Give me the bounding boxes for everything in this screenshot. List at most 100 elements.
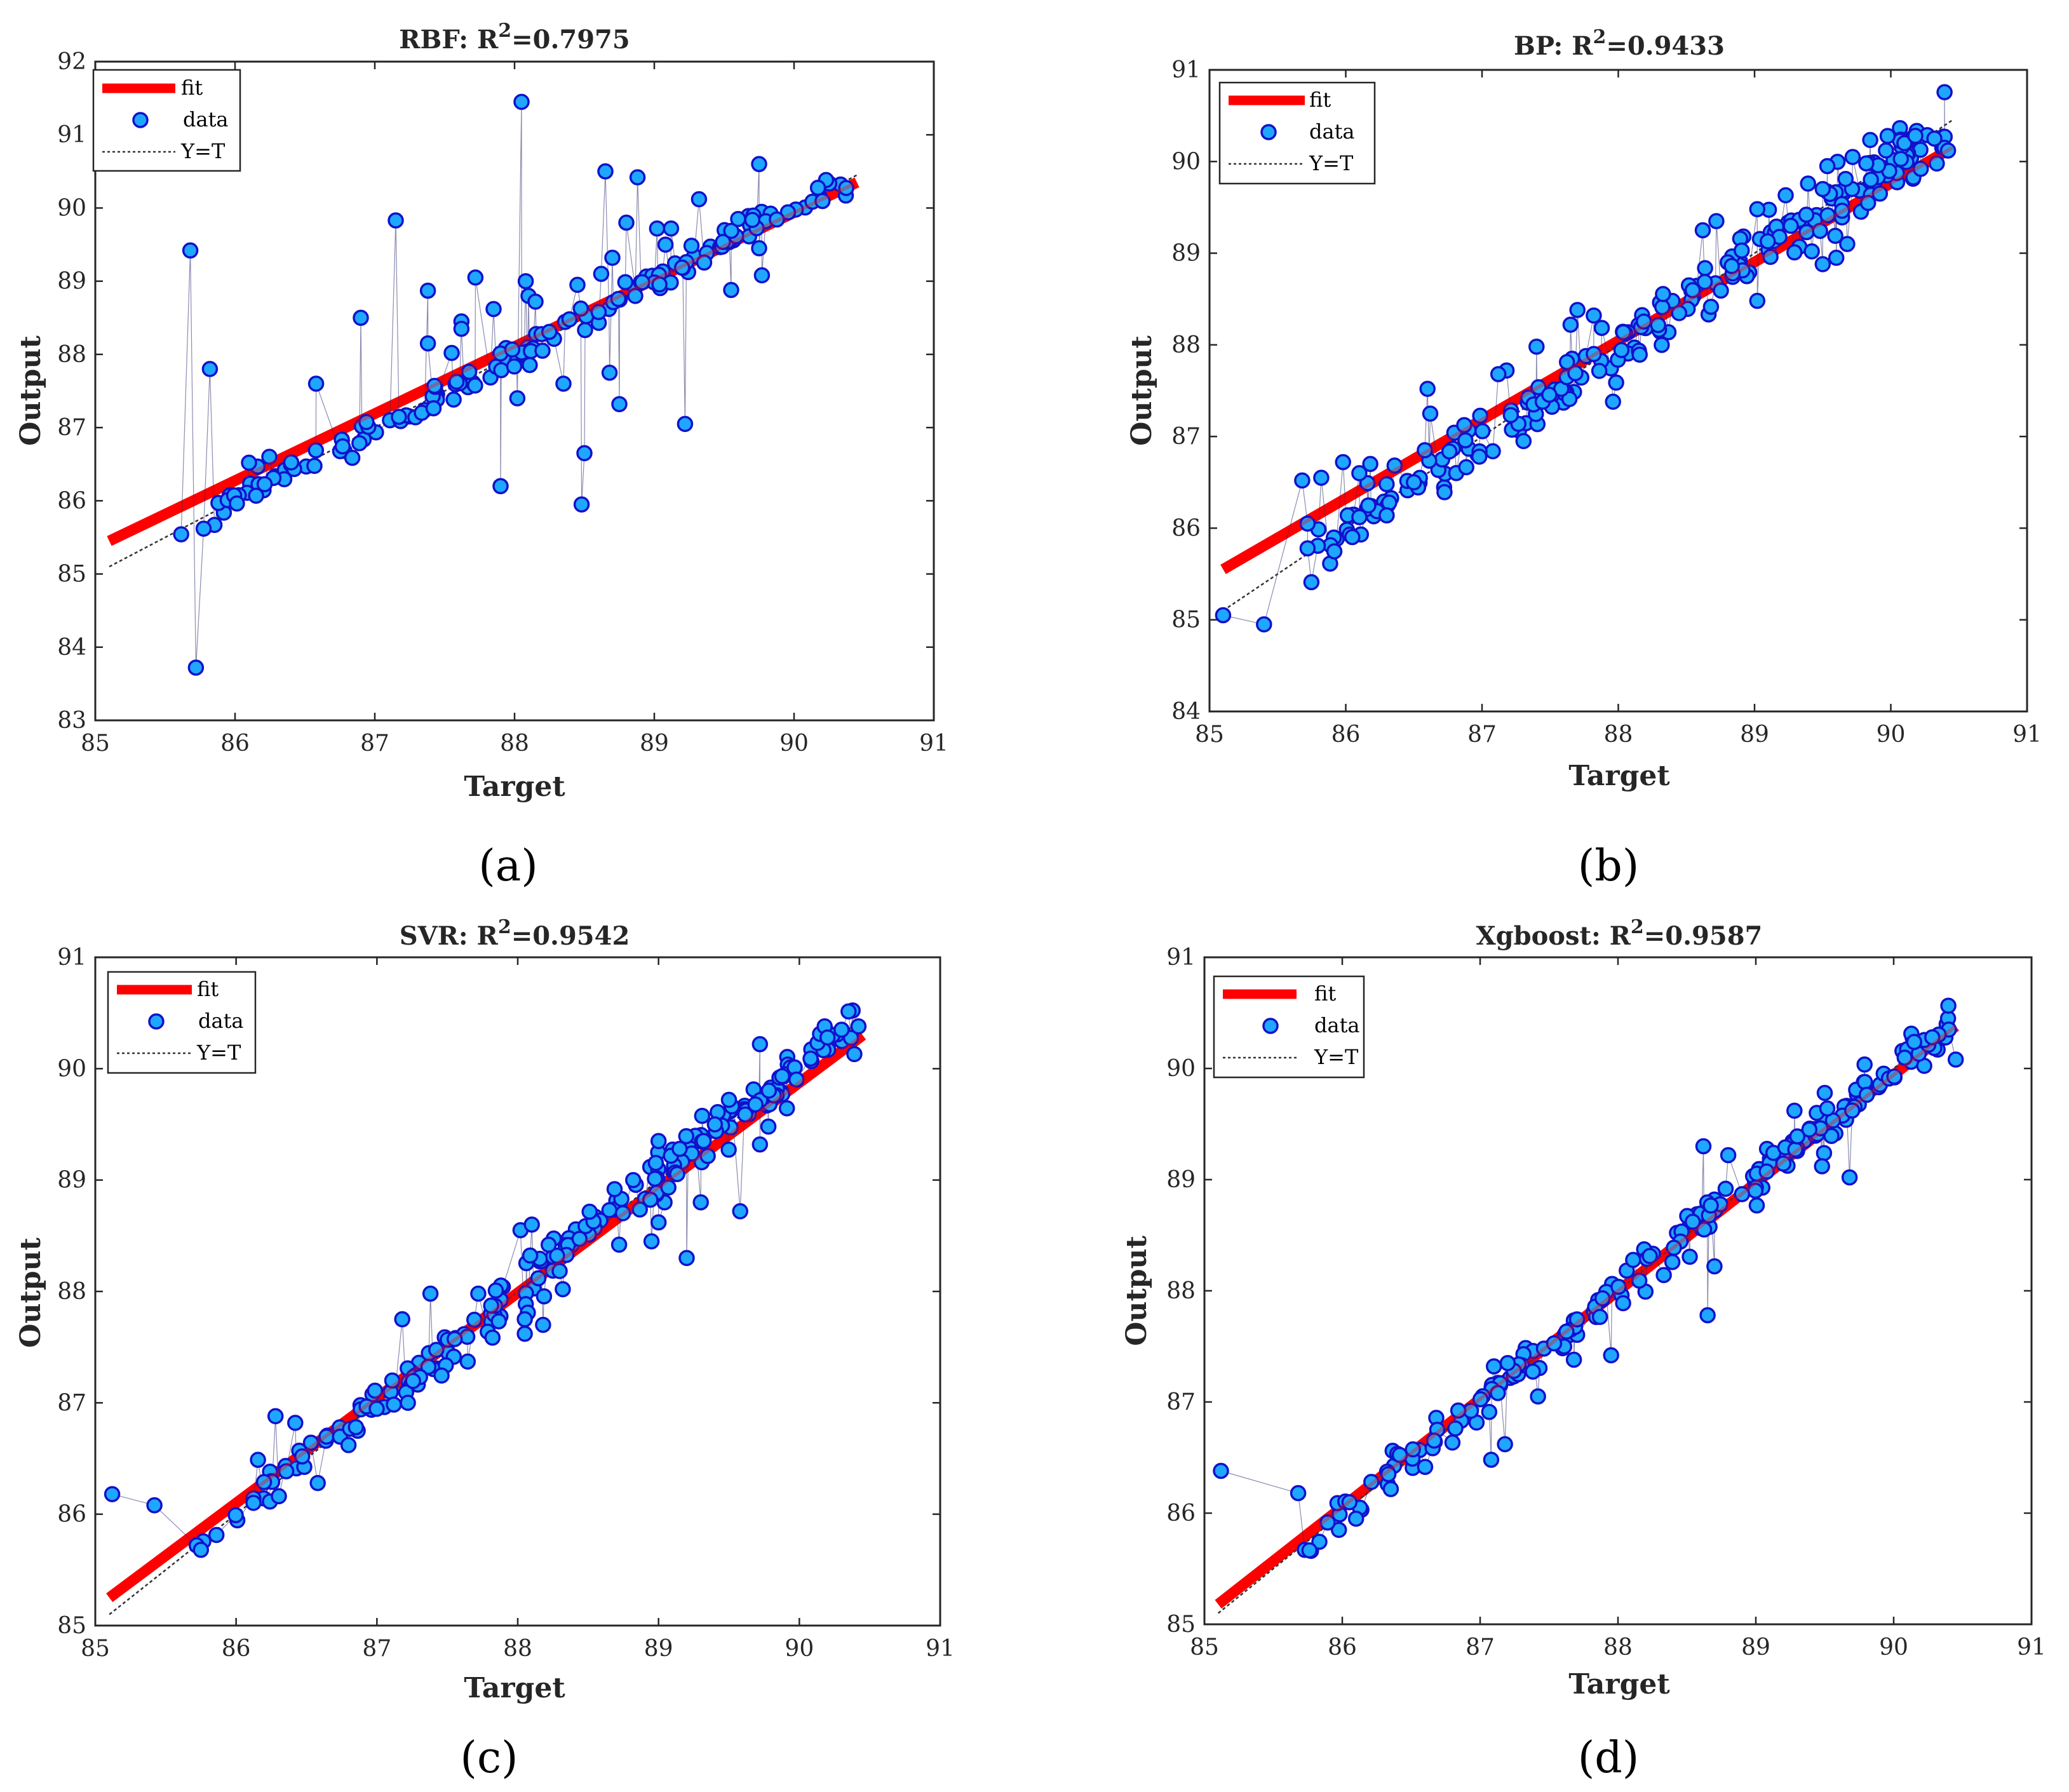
data-point	[1926, 130, 1943, 147]
data-point	[492, 478, 509, 495]
data-point	[651, 276, 668, 293]
data-point	[1497, 1436, 1513, 1453]
data-point	[1351, 465, 1368, 482]
legend-fit-label: fit	[1309, 88, 1331, 112]
data-marks	[107, 93, 859, 676]
data-point	[1837, 170, 1854, 187]
data-point	[1819, 207, 1836, 224]
y-tick-label: 92	[57, 49, 86, 75]
data-point	[1906, 1034, 1923, 1051]
data-point	[1684, 282, 1701, 299]
data-point	[534, 342, 551, 359]
data-point	[420, 1358, 437, 1375]
data-point	[1871, 185, 1889, 202]
legend-fit-label: fit	[1314, 981, 1336, 1006]
data-point	[551, 1263, 568, 1279]
data-point	[523, 1216, 540, 1233]
data-point	[1800, 175, 1816, 192]
legend-data-swatch	[148, 1013, 165, 1030]
data-point	[1363, 1474, 1380, 1490]
y-tick-label: 85	[1166, 1612, 1196, 1638]
data-marks	[1215, 84, 1957, 633]
data-point	[1485, 443, 1501, 460]
data-point	[358, 414, 375, 431]
data-point	[1436, 484, 1453, 501]
x-tick-label: 87	[360, 731, 389, 757]
data-point	[1360, 497, 1377, 514]
x-tick-label: 87	[1466, 1634, 1495, 1661]
x-tick-label: 90	[1879, 1634, 1908, 1661]
legend-identity-label: Y=T	[196, 1041, 241, 1065]
data-point	[1406, 474, 1422, 491]
data-point	[433, 1367, 450, 1384]
data-point	[1734, 242, 1750, 259]
x-tick-label: 85	[81, 1636, 110, 1662]
data-point	[1330, 1521, 1347, 1539]
y-tick-label: 90	[1166, 1056, 1196, 1082]
x-tick-label: 88	[1604, 722, 1633, 748]
data-point	[604, 250, 621, 266]
y-tick-label: 89	[57, 269, 86, 295]
data-point	[241, 454, 257, 471]
data-point	[517, 273, 534, 290]
y-axis-label: Output	[1121, 1235, 1153, 1345]
data-point	[1425, 1432, 1443, 1449]
data-point	[1610, 1278, 1627, 1295]
data-point	[1613, 342, 1630, 358]
y-tick-label: 89	[57, 1168, 86, 1194]
data-point	[1326, 543, 1343, 560]
data-point	[1858, 155, 1875, 172]
data-point	[1762, 248, 1779, 266]
data-point	[1378, 507, 1395, 524]
data-point	[1695, 1221, 1713, 1238]
data-point	[467, 377, 483, 394]
data-point	[593, 266, 610, 282]
data-point	[509, 390, 526, 407]
data-point	[461, 363, 478, 381]
data-marks	[1213, 997, 1964, 1614]
data-point	[445, 391, 462, 408]
data-point	[1502, 407, 1520, 424]
fit-line-overlay	[1216, 1025, 1957, 1606]
data-point	[751, 1036, 769, 1053]
data-point	[419, 335, 436, 352]
data-point	[660, 1179, 677, 1196]
chart-title: RBF: R2=0.7975	[399, 20, 630, 55]
data-point	[271, 1488, 287, 1505]
data-point	[617, 274, 634, 290]
y-tick-label: 86	[57, 1502, 86, 1528]
data-point	[261, 448, 278, 465]
data-point	[1499, 1355, 1516, 1371]
data-point	[769, 211, 785, 228]
data-point	[1862, 131, 1878, 149]
data-point	[367, 1382, 384, 1399]
data-point	[248, 487, 264, 504]
y-tick-label: 90	[57, 195, 86, 221]
data-point	[1290, 1485, 1307, 1502]
data-point	[1541, 386, 1558, 403]
data-point	[287, 1415, 304, 1431]
data-point	[683, 238, 700, 254]
data-point	[493, 361, 509, 379]
data-point	[1814, 256, 1831, 273]
data-point	[1586, 307, 1602, 324]
x-tick-label: 86	[1331, 722, 1361, 748]
data-point	[597, 163, 614, 180]
data-point	[1896, 135, 1913, 152]
data-point	[760, 1118, 777, 1135]
data-point	[1892, 151, 1910, 167]
axis-ticks: 85 86 87 88 89 90 91 83 84 85 86 87 88 89 90 91 92	[57, 49, 948, 757]
data-point	[1697, 260, 1713, 276]
data-point	[1472, 407, 1488, 424]
data-point	[1635, 313, 1652, 330]
data-point	[425, 400, 442, 417]
y-tick-label: 86	[1166, 1500, 1196, 1526]
data-point	[1382, 1481, 1399, 1497]
data-point	[802, 1050, 819, 1067]
legend-data-swatch	[1260, 124, 1277, 140]
data-point	[182, 242, 199, 259]
data-point	[1562, 316, 1579, 333]
chart-title: Xgboost: R2=0.9587	[1476, 916, 1763, 951]
data-point	[1419, 381, 1436, 397]
data-point	[1720, 1147, 1737, 1164]
